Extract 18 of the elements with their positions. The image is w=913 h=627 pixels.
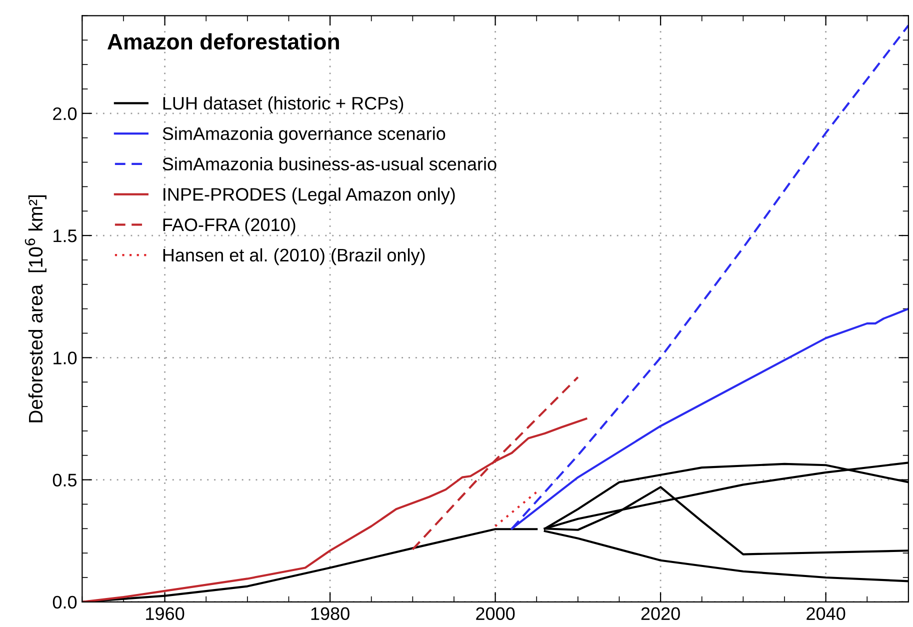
y-tick-label: 0.0 bbox=[52, 596, 77, 609]
x-tick-label: 2000 bbox=[476, 607, 515, 620]
x-tick-label: 1960 bbox=[146, 607, 184, 620]
y-axis-title: Deforested area [10$^{6}$ km²] bbox=[24, 195, 46, 422]
y-tick-label: 0.5 bbox=[52, 474, 77, 487]
legend-label: LUH dataset (historic + RCPs) bbox=[163, 96, 404, 114]
legend-label: INPE-PRODES (Legal Amazon only) bbox=[164, 188, 455, 204]
x-tick-label: 2020 bbox=[641, 607, 680, 620]
x-tick-label: 2040 bbox=[806, 607, 846, 620]
legend-label: SimAmazonia business-as-usual scenario bbox=[162, 157, 496, 170]
legend-label: Hansen et al. (2010) (Brazil only) bbox=[163, 248, 425, 266]
legend-label: FAO-FRA (2010) bbox=[163, 218, 296, 235]
text: Amazon deforestation bbox=[108, 33, 339, 50]
x-tick-label: 1980 bbox=[311, 607, 350, 620]
legend-label: SimAmazonia governance scenario bbox=[162, 126, 446, 144]
y-tick-label: 1.0 bbox=[54, 352, 77, 364]
y-tick-label: 2.0 bbox=[53, 107, 77, 120]
y-tick-label: 1.5 bbox=[54, 230, 77, 242]
